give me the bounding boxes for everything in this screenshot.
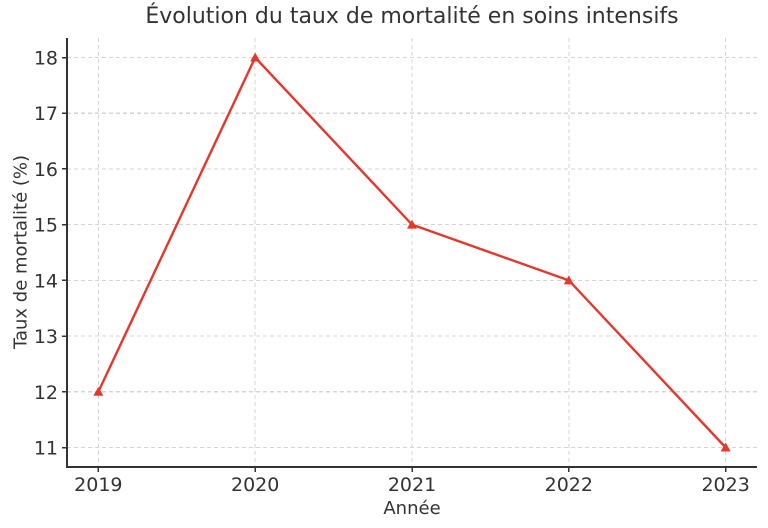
y-tick-label: 12 (34, 382, 58, 404)
y-tick-label: 15 (34, 215, 58, 237)
chart-title: Évolution du taux de mortalité en soins … (145, 4, 679, 29)
x-tick-label: 2022 (545, 474, 593, 496)
tick-labels: 11 12 13 14 15 16 17 18 2019 2020 2021 2022 2023 (34, 48, 750, 497)
y-tick-label: 18 (34, 48, 58, 70)
x-tick-label: 2019 (74, 474, 122, 496)
data-point-marker (720, 442, 731, 452)
x-tick-label: 2020 (231, 474, 279, 496)
grid-lines (67, 38, 757, 467)
y-tick-label: 14 (34, 270, 58, 292)
data-point-marker (407, 219, 417, 229)
data-markers (93, 52, 731, 452)
data-point-marker (563, 275, 574, 285)
x-tick-label: 2023 (701, 474, 749, 496)
y-tick-label: 17 (34, 103, 58, 125)
y-tick-label: 11 (34, 438, 58, 460)
tick-marks (62, 56, 727, 472)
data-point-marker (250, 52, 261, 62)
y-tick-label: 16 (34, 159, 58, 181)
x-axis-label: Année (383, 498, 441, 519)
y-tick-label: 13 (34, 326, 58, 348)
x-tick-label: 2021 (388, 474, 436, 496)
data-point-marker (93, 386, 104, 396)
